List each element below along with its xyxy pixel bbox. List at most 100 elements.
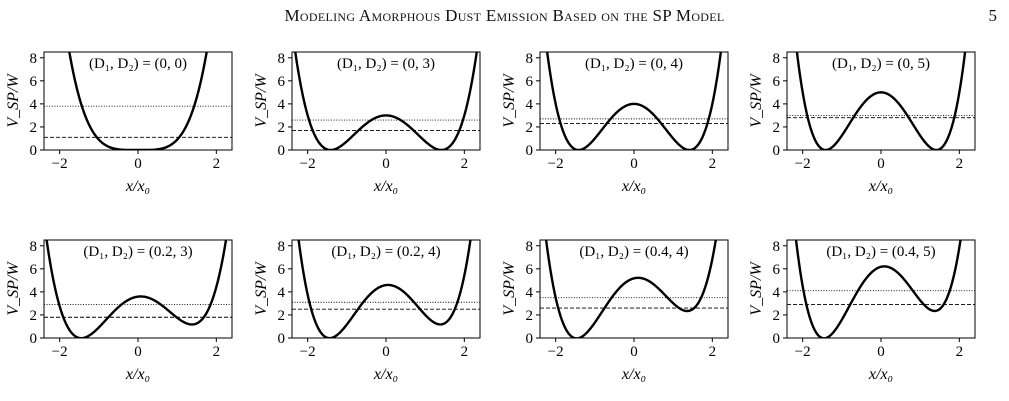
x-tick-label: 0 [134, 156, 142, 172]
x-tick-label: 2 [709, 156, 717, 172]
y-tick-label: 2 [773, 120, 781, 136]
panel-title: (D₁, D₂) = (0.2, 4) [331, 244, 440, 260]
y-tick-label: 4 [773, 97, 781, 113]
y-tick-label: 4 [30, 285, 38, 301]
x-tick-label: −2 [300, 344, 316, 360]
y-tick-label: 0 [30, 143, 38, 159]
x-tick-label: 2 [213, 344, 221, 360]
y-tick-label: 0 [30, 331, 38, 347]
potential-curve [794, 240, 962, 338]
y-axis-label: V_SP/W [748, 73, 765, 128]
y-axis-label: V_SP/W [5, 261, 22, 316]
x-axis-label: x/x₀ [621, 366, 646, 383]
y-tick-label: 8 [526, 239, 534, 255]
y-tick-label: 2 [30, 120, 38, 136]
panel-title: (D₁, D₂) = (0, 5) [832, 56, 930, 72]
x-tick-label: 0 [877, 344, 885, 360]
x-tick-label: 2 [956, 156, 964, 172]
y-tick-label: 2 [526, 308, 534, 324]
x-tick-label: −2 [548, 344, 564, 360]
running-title: Modeling Amorphous Dust Emission Based o… [284, 6, 725, 25]
potential-curve [68, 52, 208, 150]
panel-title: (D₁, D₂) = (0.4, 5) [826, 244, 935, 260]
x-tick-label: 0 [134, 344, 142, 360]
y-axis-label: V_SP/W [748, 261, 765, 316]
y-tick-label: 0 [526, 143, 534, 159]
subplot-7: −2 0 2 0 2 4 6 8 (D₁, D₂) = (0.4, 4) x/x₀ V_SP/W [501, 239, 729, 383]
y-tick-label: 4 [30, 97, 38, 113]
subplot-2: −2 0 2 0 2 4 6 8 (D₁, D₂) = (0, 3) x/x₀ V_SP/W [253, 51, 481, 195]
potential-curve [45, 240, 228, 338]
y-axis-label: V_SP/W [501, 261, 518, 316]
y-tick-label: 2 [773, 308, 781, 324]
potential-curve [795, 52, 967, 150]
y-axis-label: V_SP/W [253, 261, 270, 316]
y-tick-label: 2 [526, 120, 534, 136]
y-tick-label: 0 [278, 331, 286, 347]
panel-title: (D₁, D₂) = (0, 3) [337, 56, 435, 72]
x-tick-label: 0 [630, 156, 638, 172]
y-tick-label: 0 [278, 143, 286, 159]
x-axis-label: x/x₀ [125, 366, 150, 383]
x-tick-label: 0 [382, 344, 390, 360]
panel-title: (D₁, D₂) = (0.2, 3) [83, 244, 192, 260]
x-tick-label: 0 [877, 156, 885, 172]
x-tick-label: 2 [213, 156, 221, 172]
subplot-6: −2 0 2 0 2 4 6 8 (D₁, D₂) = (0.2, 4) x/x₀ V_SP/W [253, 239, 481, 383]
y-tick-label: 4 [526, 285, 534, 301]
x-tick-label: 0 [382, 156, 390, 172]
y-tick-label: 4 [278, 285, 286, 301]
y-tick-label: 6 [526, 74, 534, 90]
panel-title: (D₁, D₂) = (0, 0) [89, 56, 187, 72]
potential-curve [545, 52, 723, 150]
x-axis-label: x/x₀ [621, 178, 646, 195]
panel-title: (D₁, D₂) = (0.4, 4) [579, 244, 688, 260]
y-tick-label: 8 [773, 51, 781, 67]
y-tick-label: 8 [526, 51, 534, 67]
subplot-8: −2 0 2 0 2 4 6 8 (D₁, D₂) = (0.4, 5) x/x₀ V_SP/W [748, 239, 976, 383]
x-tick-label: 2 [709, 344, 717, 360]
subplot-1: −2 0 2 0 2 4 6 8 (D₁, D₂) = (0, 0) x/x₀ V_SP/W [5, 51, 233, 195]
y-tick-label: 8 [278, 51, 286, 67]
y-tick-label: 6 [773, 74, 781, 90]
y-axis-label: V_SP/W [501, 73, 518, 128]
y-tick-label: 6 [278, 74, 286, 90]
subplot-4: −2 0 2 0 2 4 6 8 (D₁, D₂) = (0, 5) x/x₀ V_SP/W [748, 51, 976, 195]
y-tick-label: 8 [30, 239, 38, 255]
x-tick-label: −2 [52, 156, 68, 172]
y-tick-label: 8 [30, 51, 38, 67]
x-axis-label: x/x₀ [868, 366, 893, 383]
y-tick-label: 2 [30, 308, 38, 324]
subplot-3: −2 0 2 0 2 4 6 8 (D₁, D₂) = (0, 4) x/x₀ V_SP/W [501, 51, 729, 195]
y-tick-label: 4 [526, 97, 534, 113]
x-axis-label: x/x₀ [868, 178, 893, 195]
potential-curve [544, 240, 717, 338]
potential-curve [297, 240, 472, 338]
x-tick-label: −2 [52, 344, 68, 360]
potential-curve [294, 52, 478, 150]
y-tick-label: 6 [526, 262, 534, 278]
y-axis-label: V_SP/W [5, 73, 22, 128]
y-tick-label: 0 [773, 143, 781, 159]
y-axis-label: V_SP/W [253, 73, 270, 128]
y-tick-label: 4 [278, 97, 286, 113]
x-tick-label: −2 [795, 156, 811, 172]
y-tick-label: 6 [278, 262, 286, 278]
x-tick-label: 2 [461, 344, 469, 360]
y-tick-label: 8 [278, 239, 286, 255]
y-tick-label: 8 [773, 239, 781, 255]
x-tick-label: 2 [461, 156, 469, 172]
y-tick-label: 0 [773, 331, 781, 347]
x-axis-label: x/x₀ [373, 366, 398, 383]
x-tick-label: 0 [630, 344, 638, 360]
page-number: 5 [988, 6, 998, 25]
x-tick-label: −2 [300, 156, 316, 172]
y-tick-label: 2 [278, 308, 286, 324]
y-tick-label: 0 [526, 331, 534, 347]
x-axis-label: x/x₀ [373, 178, 398, 195]
y-tick-label: 4 [773, 285, 781, 301]
x-tick-label: 2 [956, 344, 964, 360]
y-tick-label: 2 [278, 120, 286, 136]
y-tick-label: 6 [773, 262, 781, 278]
